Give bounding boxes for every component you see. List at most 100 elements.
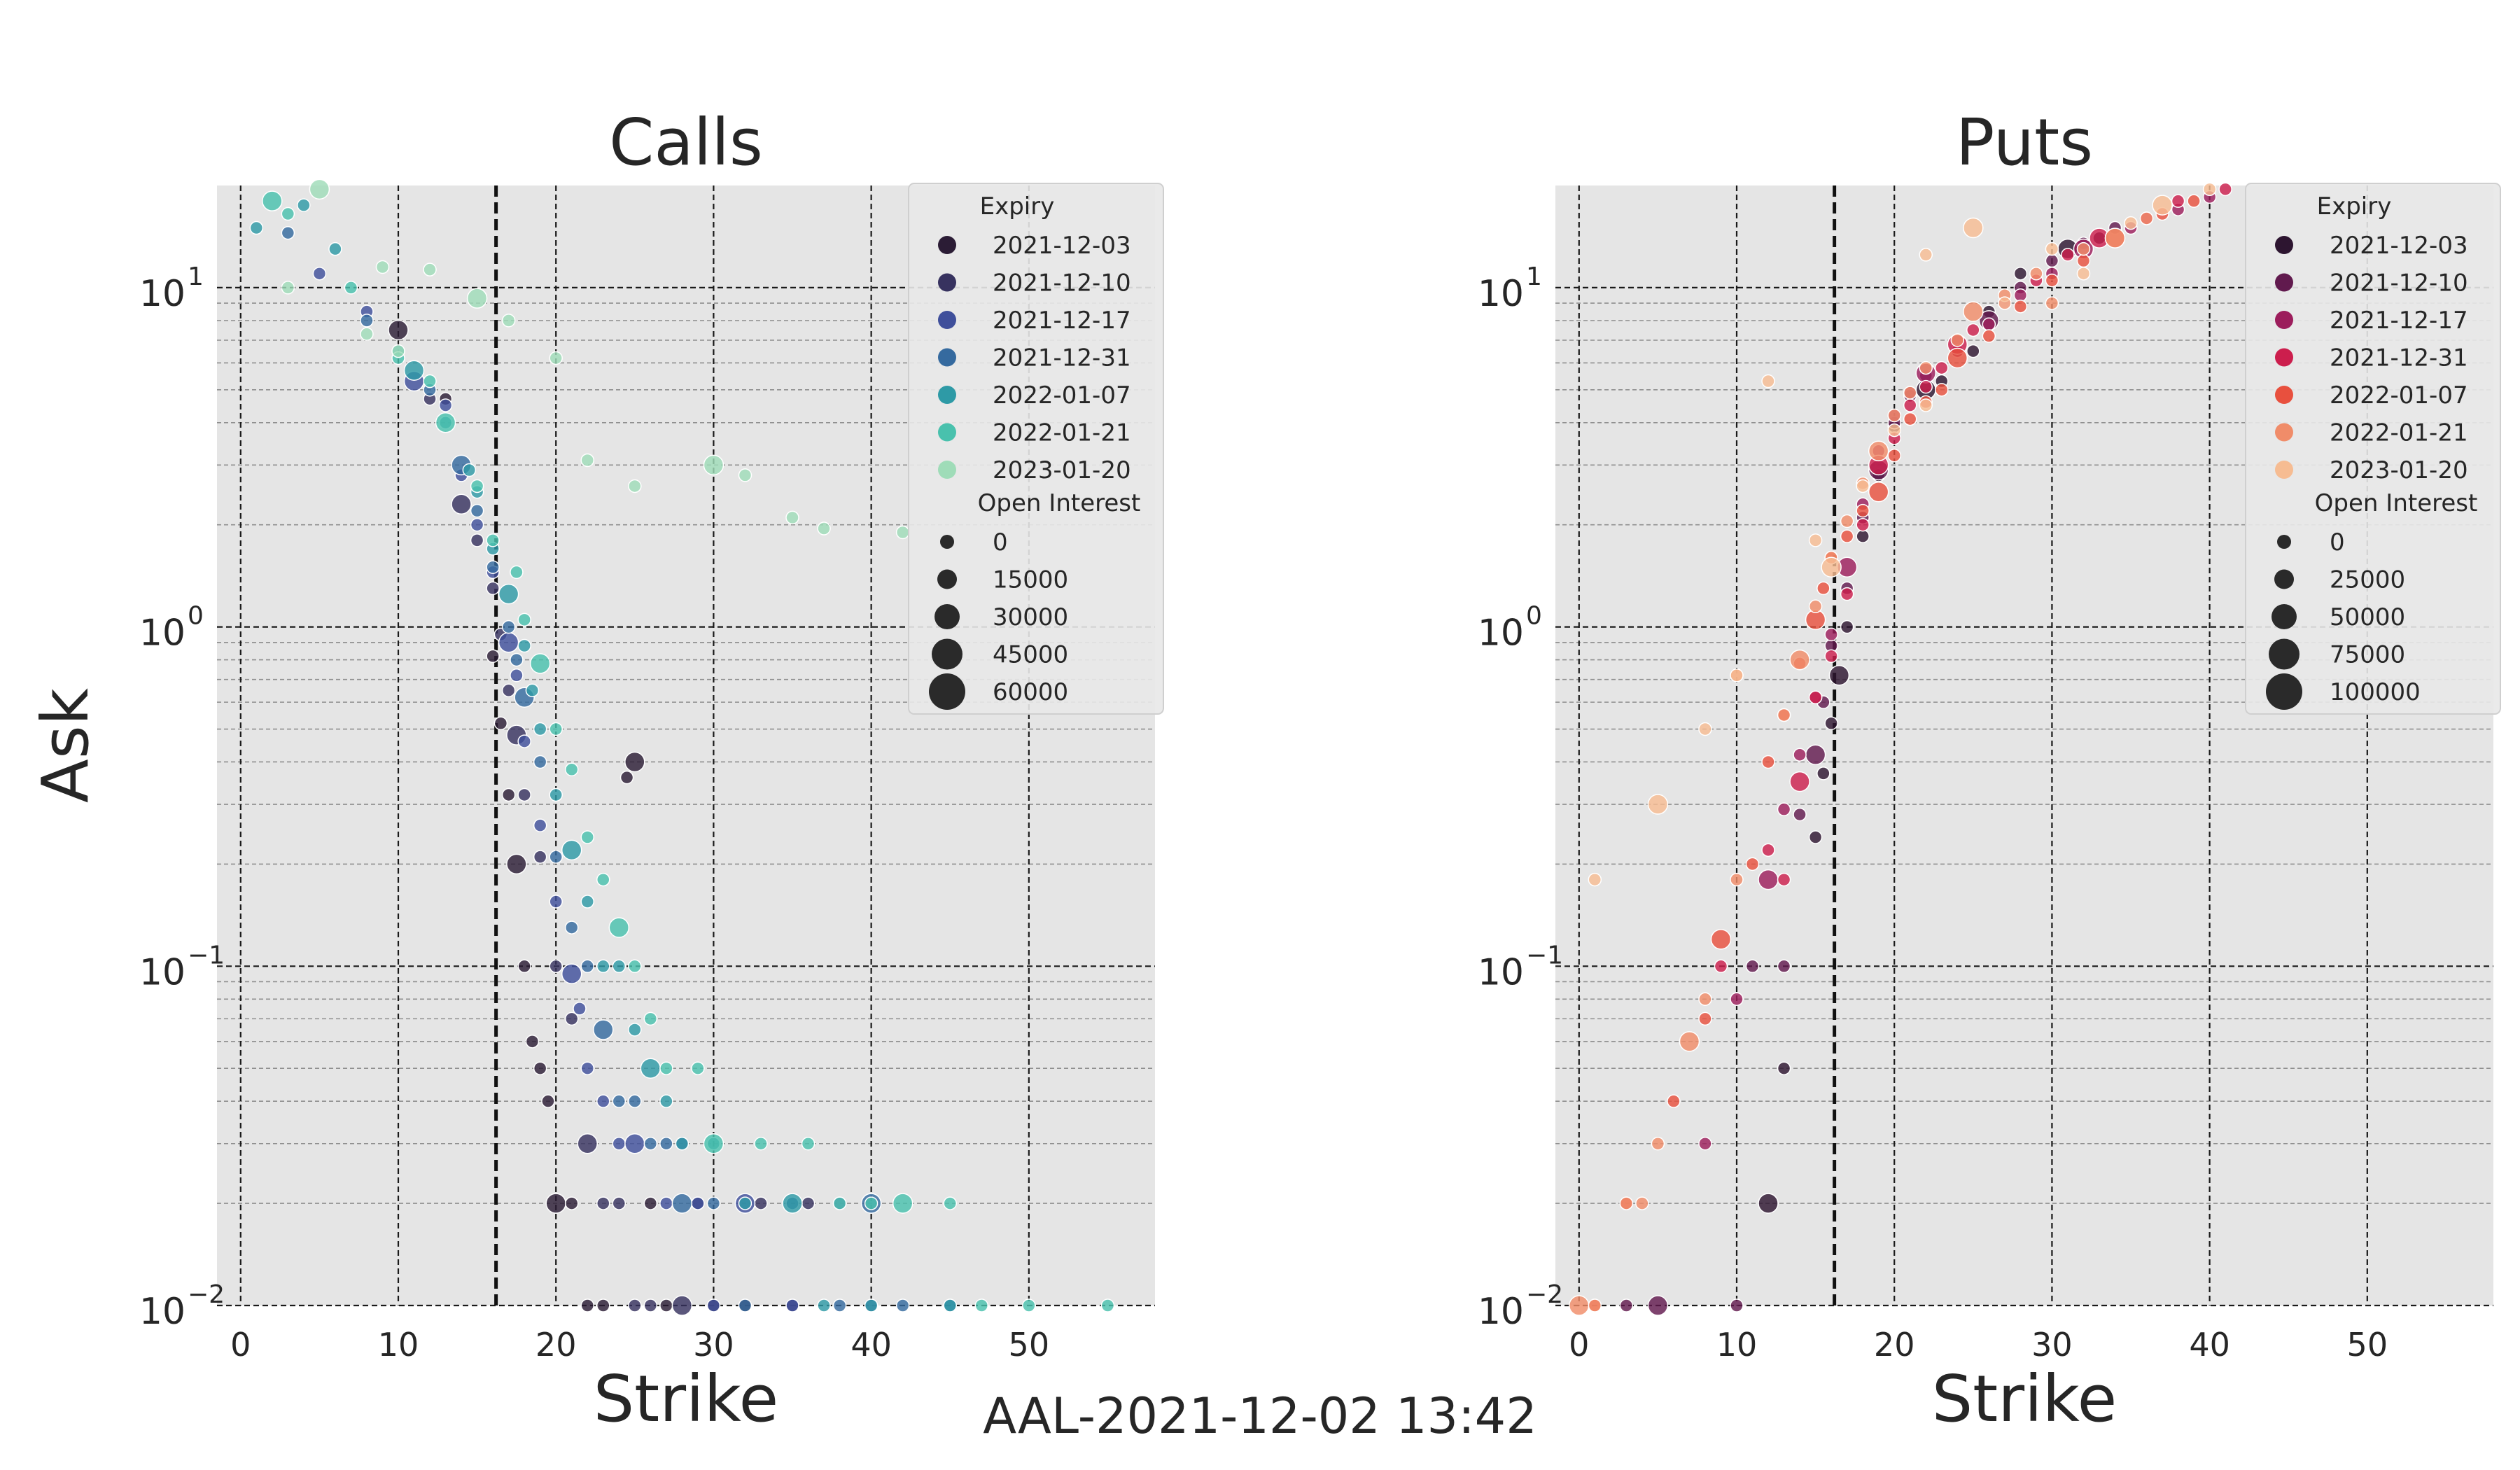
data-point (2045, 296, 2059, 310)
data-point (561, 839, 582, 861)
data-point (328, 241, 342, 256)
data-point (435, 412, 456, 433)
data-point (1808, 599, 1823, 613)
x-axis-label: Strike (1932, 1362, 2117, 1436)
data-point (344, 281, 358, 295)
data-point (2029, 267, 2043, 281)
chart-title: Puts (1956, 105, 2093, 180)
data-point (1963, 217, 1984, 239)
data-point (466, 288, 488, 309)
x-tick-label: 0 (1569, 1326, 1589, 1364)
data-point (360, 327, 374, 341)
data-point (754, 1196, 768, 1210)
legend-size-marker (2274, 569, 2294, 589)
minor-gridlines (217, 302, 1155, 1204)
data-point (2139, 211, 2154, 225)
data-point (486, 649, 500, 664)
data-point (628, 1023, 642, 1037)
data-point (573, 1002, 587, 1016)
data-point (1840, 514, 1854, 528)
data-point (470, 533, 484, 547)
data-point (2218, 182, 2232, 197)
data-point (1808, 533, 1823, 547)
legend-size-title: Open Interest (2315, 489, 2478, 517)
data-point (312, 267, 327, 281)
data-point (612, 959, 626, 974)
legend-size-label: 75000 (2330, 641, 2405, 669)
data-point (1698, 722, 1712, 736)
data-point (549, 959, 563, 974)
data-point (297, 198, 311, 212)
data-point (501, 683, 516, 698)
data-point (832, 1298, 847, 1312)
y-tick-exponent: 1 (1526, 262, 1542, 291)
legend-size-label: 30000 (993, 603, 1068, 631)
data-point (596, 1298, 610, 1312)
data-point (691, 1061, 705, 1075)
data-point (892, 1193, 913, 1214)
data-point (738, 1196, 752, 1210)
legend-size-label: 100000 (2330, 678, 2421, 706)
data-point (1950, 333, 1965, 347)
legend-size-label: 0 (2330, 528, 2345, 556)
legend-size-label: 0 (993, 528, 1008, 556)
legend-label: 2022-01-07 (2330, 382, 2468, 410)
data-point (462, 463, 477, 477)
data-point (943, 1298, 957, 1312)
data-point (785, 1298, 799, 1312)
data-point (529, 653, 551, 674)
data-point (1635, 1196, 1649, 1210)
data-point (1758, 869, 1779, 890)
data-point (486, 533, 500, 547)
major-gridlines (217, 186, 1155, 1307)
data-point (281, 206, 295, 221)
data-point (525, 683, 540, 698)
data-point (659, 1061, 673, 1075)
data-point (2187, 194, 2201, 208)
data-point (549, 788, 563, 802)
legend-size-marker (937, 569, 957, 589)
data-point (517, 612, 531, 627)
data-point (2076, 241, 2091, 256)
data-point (628, 959, 642, 974)
legend-swatch (938, 236, 956, 254)
x-tick-label: 50 (2347, 1326, 2388, 1364)
data-point (545, 1193, 566, 1214)
data-point (1919, 398, 1933, 412)
data-point (533, 1061, 547, 1075)
data-point (1805, 744, 1826, 765)
data-point (1714, 959, 1728, 974)
data-point (533, 850, 547, 864)
data-point (620, 770, 634, 785)
data-point (895, 525, 910, 540)
x-tick-label: 20 (536, 1326, 577, 1364)
data-point (974, 1298, 989, 1312)
data-point (628, 479, 642, 493)
data-point (643, 1196, 658, 1210)
data-point (817, 1298, 831, 1312)
data-point (2076, 267, 2091, 281)
data-point (1647, 1295, 1669, 1316)
legend-label: 2021-12-17 (2330, 307, 2468, 335)
data-point (506, 853, 527, 875)
data-point (1887, 423, 1901, 438)
data-point (754, 1136, 768, 1151)
data-point (525, 1035, 540, 1049)
data-point (564, 920, 579, 934)
legend-swatch (938, 386, 956, 404)
legend-swatch (938, 311, 956, 329)
legend-size-title: Open Interest (978, 489, 1141, 517)
legend-swatch (938, 348, 956, 367)
data-point (501, 620, 516, 634)
y-tick-label: 10 (1478, 612, 1524, 654)
data-point (517, 638, 531, 653)
data-point (580, 830, 594, 844)
legend-label: 2022-01-21 (993, 419, 1131, 447)
data-point (1588, 872, 1602, 887)
data-point (1730, 992, 1744, 1007)
data-point (1966, 323, 1980, 337)
data-point (1647, 794, 1669, 815)
data-point (1698, 1136, 1712, 1151)
data-point (1793, 807, 1807, 822)
data-point (501, 788, 516, 802)
